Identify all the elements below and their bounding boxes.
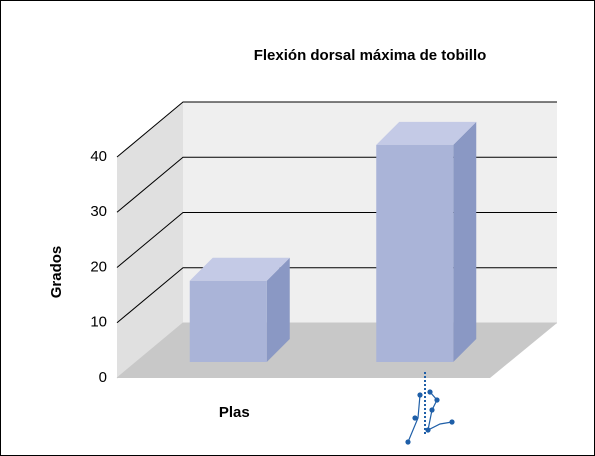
y-tick-label: 0 bbox=[99, 369, 107, 386]
x-tick-label: Plas bbox=[219, 404, 250, 421]
y-axis-label: Grados bbox=[48, 246, 65, 299]
floor bbox=[117, 323, 557, 378]
bar-top bbox=[376, 121, 477, 145]
y-tick-label: 40 bbox=[90, 148, 107, 165]
y-tick-label: 10 bbox=[90, 314, 107, 331]
category-icon bbox=[405, 372, 455, 445]
walls bbox=[117, 102, 557, 378]
y-tick-label: 30 bbox=[90, 203, 107, 220]
bar bbox=[189, 280, 267, 362]
bar-top bbox=[189, 257, 290, 281]
bar bbox=[376, 144, 454, 362]
y-tick-label: 20 bbox=[90, 258, 107, 275]
chart-title: Flexión dorsal máxima de tobillo bbox=[254, 47, 487, 64]
bar-side bbox=[266, 257, 290, 362]
grid-line bbox=[116, 101, 557, 158]
bar-side bbox=[453, 121, 477, 363]
